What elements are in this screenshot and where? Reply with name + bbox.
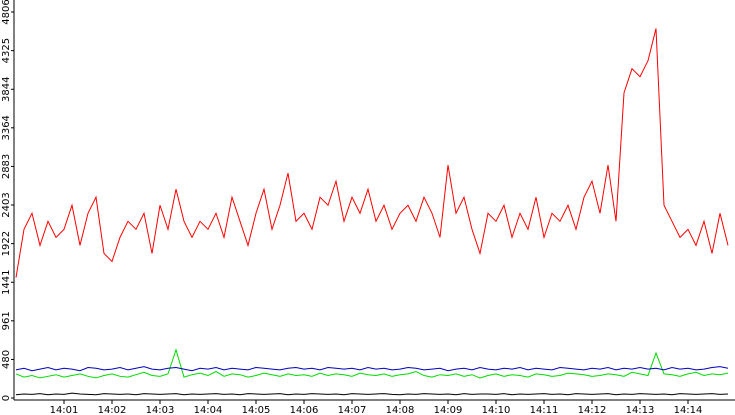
y-tick-label: 480 xyxy=(1,350,12,369)
series-line xyxy=(15,348,729,379)
y-tick-label: 0 xyxy=(1,395,12,401)
x-tick-label: 14:13 xyxy=(626,405,655,415)
y-tick-label: 3364 xyxy=(1,115,12,140)
x-tick-label: 14:03 xyxy=(146,405,175,415)
x-tick-label: 14:11 xyxy=(530,405,559,415)
y-tick-label: 2883 xyxy=(1,154,12,179)
series-line xyxy=(15,366,729,372)
y-tick-label: 1441 xyxy=(1,270,12,295)
y-tick-label: 3844 xyxy=(1,77,12,102)
y-tick-label: 4806 xyxy=(1,0,12,25)
x-tick-label: 14:12 xyxy=(578,405,607,415)
x-tick-label: 14:05 xyxy=(242,405,271,415)
x-tick-label: 14:04 xyxy=(194,405,223,415)
x-tick-label: 14:08 xyxy=(386,405,415,415)
y-tick-label: 2403 xyxy=(1,192,12,217)
x-tick-label: 14:10 xyxy=(482,405,511,415)
x-tick-label: 14:06 xyxy=(290,405,319,415)
y-tick-label: 961 xyxy=(1,311,12,330)
y-tick-label: 1922 xyxy=(1,231,12,256)
x-tick-label: 14:01 xyxy=(50,405,79,415)
x-tick-label: 14:02 xyxy=(98,405,127,415)
y-tick-label: 4325 xyxy=(1,38,12,63)
series-line xyxy=(15,392,729,396)
series-line xyxy=(15,28,729,278)
x-tick-label: 14:14 xyxy=(674,405,703,415)
x-tick-label: 14:07 xyxy=(338,405,367,415)
x-tick-label: 14:09 xyxy=(434,405,463,415)
